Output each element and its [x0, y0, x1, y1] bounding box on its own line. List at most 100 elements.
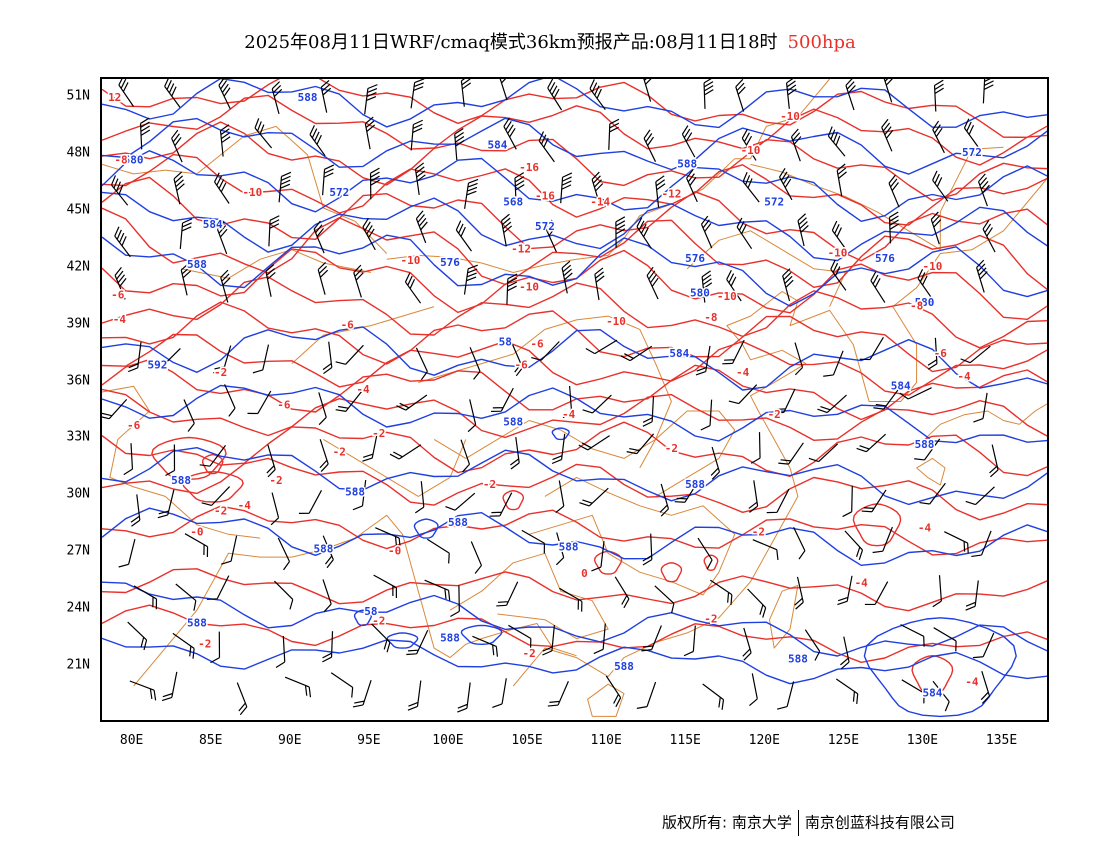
- wind-barb: [654, 585, 675, 614]
- wind-barb: [646, 266, 659, 300]
- temperature-contour-label: 0: [581, 567, 588, 580]
- temperature-isoline: [102, 94, 1047, 166]
- wind-barb: [521, 529, 546, 554]
- wind-barb: [469, 347, 481, 380]
- latitude-label: 27N: [66, 543, 90, 559]
- wind-barb: [318, 392, 327, 426]
- copyright-owner: 版权所有: 南京大学: [662, 813, 792, 832]
- latitude-label: 51N: [66, 88, 90, 104]
- wind-barb: [496, 581, 519, 607]
- height-contour-label: 580: [915, 296, 935, 309]
- wind-barb: [804, 629, 821, 661]
- wind-barb: [870, 271, 886, 303]
- wind-barb: [827, 126, 846, 157]
- height-contour-label: 568: [503, 195, 523, 208]
- border-line: [686, 230, 846, 307]
- wind-barb: [794, 576, 804, 610]
- wind-barb: [371, 623, 391, 653]
- wind-barb: [982, 79, 995, 104]
- border-line: [916, 457, 946, 486]
- wind-barb: [785, 79, 797, 109]
- wind-barb: [236, 682, 248, 716]
- temperature-isoline: [102, 457, 1047, 521]
- copyright-company: 南京创蓝科技有限公司: [804, 813, 955, 832]
- temperature-isoline: [102, 79, 1047, 138]
- wind-barb: [271, 81, 283, 115]
- wind-barb: [641, 625, 662, 652]
- wind-barb: [172, 632, 195, 659]
- wind-barb: [123, 443, 134, 476]
- wind-barb: [503, 117, 517, 150]
- height-contour-label: 588: [448, 516, 468, 529]
- height-contour-label: 588: [298, 91, 318, 104]
- height-isoline: [102, 150, 1047, 222]
- wind-barb: [547, 680, 569, 707]
- wind-barb: [561, 260, 573, 294]
- wind-barb: [933, 627, 957, 652]
- wind-barb: [414, 162, 426, 195]
- temperature-closed-isoline: [703, 554, 719, 571]
- wind-barb: [728, 384, 758, 405]
- wind-barb: [404, 272, 422, 304]
- wind-barb: [460, 79, 472, 107]
- height-isoline: [102, 191, 1047, 262]
- border-line: [133, 514, 577, 687]
- border-line: [418, 315, 672, 459]
- height-contour-label: 584: [669, 347, 689, 360]
- wind-barb: [976, 259, 988, 293]
- map-title-main: 2025年08月11日WRF/cmaq模式36km预报产品:08月11日18时: [244, 32, 778, 53]
- height-contour-label: 588: [187, 617, 207, 630]
- wind-barb: [845, 79, 856, 111]
- wind-barb: [808, 443, 839, 463]
- wind-barb: [127, 621, 148, 651]
- wind-barb: [932, 575, 942, 608]
- wind-barb: [410, 79, 425, 109]
- height-contour-label: 572: [764, 195, 784, 208]
- wind-barb: [460, 439, 471, 473]
- temperature-contour-label: -4: [965, 675, 979, 688]
- wind-barb: [932, 680, 950, 712]
- temperature-closed-isoline: [911, 655, 954, 695]
- longitude-label: 105E: [511, 733, 543, 748]
- wind-barb: [210, 631, 221, 664]
- height-contour-label: 584: [487, 138, 507, 151]
- height-isoline: [102, 234, 1047, 307]
- wind-barb: [589, 79, 606, 111]
- wind-barb: [872, 526, 893, 554]
- temperature-isoline: [102, 301, 1047, 373]
- wind-barb: [636, 681, 657, 709]
- wind-barb: [842, 485, 853, 518]
- wind-barb: [369, 167, 380, 200]
- temperature-isoline: [102, 207, 1047, 291]
- wind-barb: [932, 170, 949, 202]
- longitude-label: 125E: [827, 733, 860, 748]
- height-closed-isoline: [353, 609, 373, 627]
- wind-barb: [965, 580, 979, 611]
- wind-barb: [782, 268, 794, 302]
- wind-barb: [214, 172, 230, 204]
- wind-barb: [642, 79, 654, 102]
- wind-barb: [268, 215, 280, 247]
- wind-barb: [944, 531, 969, 554]
- wind-barb: [742, 171, 760, 203]
- wind-barb: [709, 579, 733, 605]
- wind-barb: [856, 433, 887, 453]
- wind-barb: [492, 678, 507, 708]
- wind-barb: [309, 125, 326, 157]
- border-line: [924, 403, 1047, 440]
- longitude-label: 130E: [906, 733, 939, 748]
- wind-barb: [919, 482, 946, 505]
- wind-barb: [114, 226, 131, 258]
- temperature-contour-label: -10: [780, 110, 800, 123]
- wind-barb: [823, 350, 844, 377]
- wind-barb: [773, 388, 796, 414]
- temperature-contour-label: -2: [269, 474, 282, 487]
- wind-barb: [888, 174, 900, 208]
- wind-barb: [703, 79, 714, 109]
- wind-barb: [219, 124, 231, 157]
- wind-barb: [183, 399, 195, 432]
- temperature-contour-label: -6: [341, 319, 355, 332]
- wind-barb: [161, 671, 178, 702]
- height-isoline: [102, 507, 1047, 566]
- temperature-contour-label: -0: [190, 525, 203, 538]
